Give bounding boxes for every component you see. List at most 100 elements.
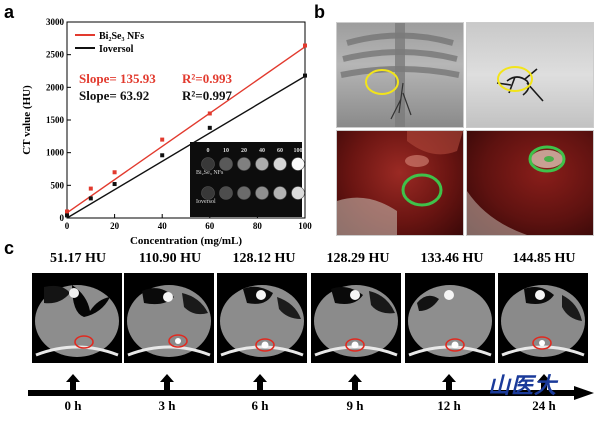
data-point-ioversol	[88, 196, 93, 201]
y-tick-label: 2500	[46, 50, 65, 60]
data-point-bise	[303, 43, 307, 48]
inset-conc-label: 60	[277, 148, 283, 154]
red-slope-text: Slope= 135.93	[79, 71, 156, 86]
data-point-bise	[65, 209, 69, 214]
inset-well-ioversol	[255, 186, 269, 200]
inset-well-ioversol	[201, 186, 215, 200]
inset-well-ioversol	[237, 186, 251, 200]
hu-value-12h: 133.46 HU	[420, 251, 484, 266]
ct-slice-9h	[311, 273, 401, 363]
inset-row-label-ioversol: Ioversol	[196, 199, 216, 205]
inset-well-ioversol	[273, 186, 287, 200]
data-point-ioversol	[207, 125, 212, 130]
inset-well-ioversol	[291, 186, 305, 200]
inset-conc-label: 0	[207, 148, 210, 154]
tumor-marker-9h	[345, 338, 365, 352]
y-tick-label: 0	[60, 213, 65, 223]
tissue-photo-left	[336, 130, 464, 236]
inset-well-bise	[237, 157, 251, 171]
time-label-3h: 3 h	[158, 398, 176, 413]
tumor-marker-12h	[445, 338, 465, 352]
inset-conc-label: 100	[294, 148, 303, 154]
university-logo-watermark: 山医大	[488, 374, 558, 399]
x-tick-label: 100	[298, 221, 312, 231]
time-marker-arrow-12h	[442, 374, 456, 392]
hu-value-6h: 128.12 HU	[232, 251, 296, 266]
time-label-0h: 0 h	[64, 398, 82, 413]
time-label-6h: 6 h	[251, 398, 269, 413]
xray-image-left	[336, 22, 464, 128]
inset-conc-label: 20	[241, 148, 247, 154]
inset-conc-label: 10	[223, 148, 229, 154]
y-axis-label: CT value (HU)	[21, 85, 33, 155]
legend-red-label: Bi₂Se₃ NFs	[99, 31, 144, 42]
time-label-24h: 24 h	[532, 398, 556, 413]
inset-well-bise	[255, 157, 269, 171]
tissue-photo-right	[466, 130, 594, 236]
tumor-marker-0h	[74, 335, 94, 349]
black-r2-text: R²=0.997	[182, 88, 232, 103]
timeline-arrow	[28, 386, 594, 400]
hu-value-0h: 51.17 HU	[50, 251, 106, 266]
ct-slice-6h	[217, 273, 307, 363]
hu-value-3h: 110.90 HU	[138, 251, 202, 266]
y-tick-label: 2000	[46, 82, 65, 92]
inset-background	[190, 142, 302, 217]
x-tick-label: 20	[110, 221, 120, 231]
ct-slice-12h	[405, 273, 495, 363]
ct-slice-3h	[124, 273, 214, 363]
inset-well-bise	[219, 157, 233, 171]
inset-well-ioversol	[219, 186, 233, 200]
data-point-bise	[160, 137, 165, 142]
data-point-ioversol	[303, 73, 307, 78]
tumor-marker-24h	[532, 336, 552, 350]
tumor-marker-6h	[255, 338, 275, 352]
time-label-12h: 12 h	[437, 398, 461, 413]
time-marker-arrow-9h	[348, 374, 362, 392]
inset-well-bise	[273, 157, 287, 171]
y-tick-label: 500	[51, 180, 65, 190]
time-marker-arrow-24h	[537, 374, 551, 392]
x-tick-label: 40	[158, 221, 168, 231]
data-point-ioversol	[112, 182, 117, 187]
inset-conc-label: 40	[259, 148, 265, 154]
black-slope-text: Slope= 63.92	[79, 88, 149, 103]
red-r2-text: R²=0.993	[182, 71, 232, 86]
panel-label-a: a	[4, 2, 15, 22]
ct-slice-24h	[498, 273, 588, 363]
y-tick-label: 3000	[46, 17, 65, 27]
data-point-ioversol	[160, 153, 165, 158]
x-axis-label: Concentration (mg/mL)	[130, 235, 242, 247]
y-tick-label: 1000	[46, 148, 65, 158]
time-label-9h: 9 h	[346, 398, 364, 413]
data-point-bise	[88, 186, 93, 191]
x-tick-label: 0	[65, 221, 70, 231]
fit-line-ioversol	[66, 75, 306, 219]
hu-value-9h: 128.29 HU	[326, 251, 390, 266]
fit-line-bise	[66, 46, 306, 214]
x-tick-label: 80	[253, 221, 263, 231]
hu-value-24h: 144.85 HU	[512, 251, 576, 266]
time-marker-arrow-0h	[66, 374, 80, 392]
time-marker-arrow-3h	[160, 374, 174, 392]
tissue-right-highlight-circle	[528, 145, 566, 173]
data-point-ioversol	[65, 213, 69, 218]
x-tick-label: 60	[205, 221, 215, 231]
inset-well-bise	[291, 157, 305, 171]
xray-image-right	[466, 22, 594, 128]
legend-black-label: Ioversol	[99, 44, 134, 55]
xray-right-highlight-circle	[497, 66, 533, 92]
data-point-bise	[112, 170, 117, 175]
tissue-left-highlight-circle	[401, 173, 443, 207]
panel-label-b: b	[314, 2, 325, 22]
y-tick-label: 1500	[46, 115, 65, 125]
inset-row-label-bise: Bi₂Se₃ NFs	[196, 170, 224, 176]
inset-well-bise	[201, 157, 215, 171]
data-point-bise	[207, 111, 212, 116]
xray-left-highlight-circle	[365, 69, 399, 95]
tumor-marker-3h	[168, 334, 188, 348]
ct-slice-0h	[32, 273, 122, 363]
phantom-inset: 0 10 20 40 60 100 Bi₂Se₃ NFs Ioversol	[190, 142, 305, 217]
panel-label-c: c	[4, 238, 15, 258]
